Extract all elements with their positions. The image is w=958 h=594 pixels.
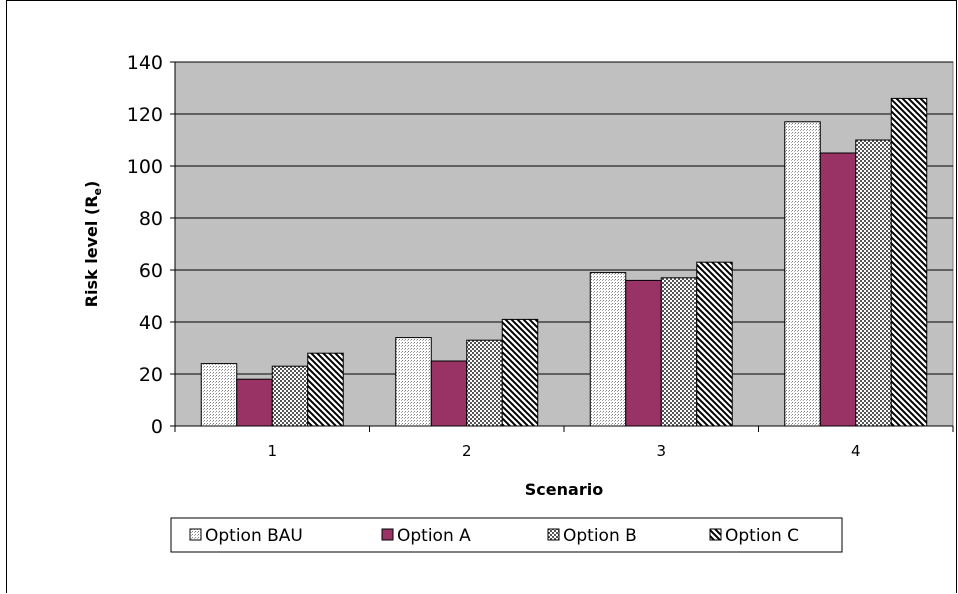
y-axis-title-subscript: e [91, 188, 104, 195]
bar-option-c-scenario-3 [696, 261, 733, 427]
bar-option-a-scenario-3 [625, 279, 662, 427]
bar-option-b-scenario-3 [660, 277, 698, 427]
bar-option-b-scenario-1 [271, 365, 309, 427]
bar-option-a-scenario-4 [819, 152, 857, 427]
y-tick-label: 20 [139, 364, 163, 386]
legend-swatch [381, 528, 394, 541]
bars-group [200, 97, 928, 427]
bar-option-bau-scenario-2 [395, 337, 432, 427]
x-tick-label: 4 [851, 442, 861, 460]
bar-option-bau-scenario-4 [784, 121, 821, 427]
y-axis-title-main: Risk level (R [82, 195, 101, 307]
bar-option-b-scenario-2 [466, 339, 503, 427]
y-tick-label: 80 [139, 208, 163, 230]
bar-option-a-scenario-2 [430, 360, 468, 427]
bar-option-c-scenario-2 [501, 318, 539, 427]
legend-swatch [547, 528, 560, 541]
bar-option-c-scenario-4 [890, 97, 928, 427]
x-tick-label: 1 [267, 442, 277, 460]
legend-box [170, 517, 843, 553]
bar-option-b-scenario-4 [855, 139, 892, 427]
y-tick-label: 40 [139, 312, 163, 334]
bar-option-c-scenario-1 [307, 352, 344, 427]
legend-label: Option B [563, 526, 637, 546]
x-tick-label: 2 [462, 442, 472, 460]
legend-label: Option C [725, 526, 799, 546]
x-tick-label: 3 [656, 442, 666, 460]
y-tick-label: 60 [139, 260, 163, 282]
y-tick-label: 0 [151, 416, 163, 438]
legend-swatch [709, 528, 722, 541]
chart-frame [6, 0, 957, 593]
y-axis-title: Risk level (Re) [82, 181, 104, 308]
legend-label: Option A [397, 526, 471, 546]
y-tick-label: 120 [127, 104, 163, 126]
bar-option-bau-scenario-3 [589, 272, 627, 427]
legend-label: Option BAU [205, 526, 303, 546]
x-axis-title: Scenario [525, 480, 603, 499]
y-tick-label: 100 [127, 156, 163, 178]
x-axis: 1 2 3 4 [174, 425, 954, 460]
bar-option-a-scenario-1 [236, 378, 273, 427]
y-axis-title-close: ) [82, 181, 101, 188]
legend-swatch [189, 528, 202, 541]
bar-option-bau-scenario-1 [200, 363, 238, 427]
y-axis-ticks: 0 20 40 60 80 100 120 140 [127, 52, 176, 438]
legend: Option BAU Option A Option B Option C [170, 517, 843, 553]
y-tick-label: 140 [127, 52, 163, 74]
